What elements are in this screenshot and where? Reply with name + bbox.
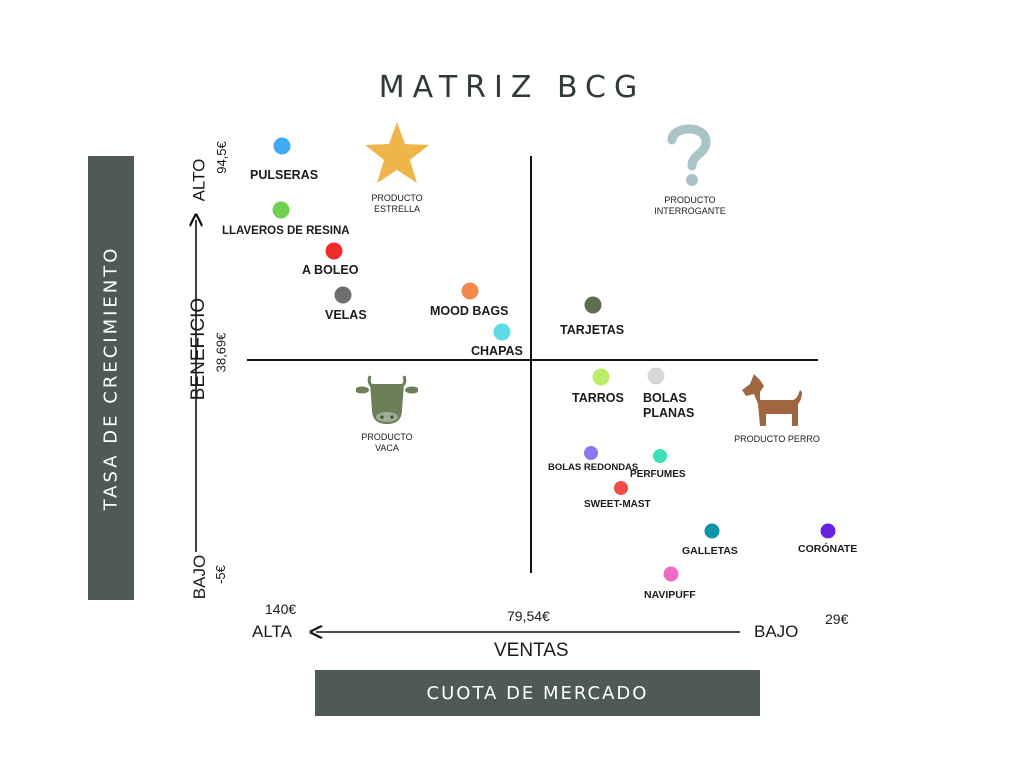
product-label-perfumes: PERFUMES [630,469,686,480]
x-axis-right-value: 29€ [825,611,849,627]
product-dot-sweet-mast [614,481,628,495]
y-axis-bottom-value: -5€ [212,565,228,584]
page-title: MATRIZ BCG [378,70,646,105]
y-axis-mid-value: 38,69€ [213,332,229,373]
product-label-tarros: TARROS [572,391,624,405]
product-label-a-boleo: A BOLEO [302,263,359,277]
product-dot-tarros [592,368,610,386]
product-label-chapas: CHAPAS [471,344,523,358]
product-label-tarjetas: TARJETAS [560,323,625,337]
star-icon [365,122,429,183]
product-dot-chapas [493,323,511,341]
question-mark-icon [667,124,711,186]
product-dot-llaveros [272,201,290,219]
product-dot-pulseras [273,137,291,155]
product-dot-galletas [704,523,720,539]
product-dot-velas [334,286,352,304]
product-dot-a-boleo [325,242,343,260]
y-axis-top-value: 94,5€ [213,141,229,174]
bolas-planas-line2: PLANAS [643,406,695,420]
dog-quadrant-label: PRODUCTO PERRO [730,434,824,445]
product-dot-perfumes [653,449,667,463]
y-axis-title: BENEFICIO [188,297,210,401]
question-quadrant-label: PRODUCTO INTERROGANTE [645,195,735,217]
star-label-line2: ESTRELLA [373,204,421,214]
bottom-label: CUOTA DE MERCADO [426,682,649,704]
product-dot-tarjetas [584,296,602,314]
bottom-label-bar: CUOTA DE MERCADO [315,670,760,716]
product-label-pulseras: PULSERAS [250,168,319,182]
product-label-velas: VELAS [325,308,367,322]
x-axis-title: VENTAS [494,640,569,661]
x-axis-mid-value: 79,54€ [507,608,550,624]
cow-label-line1: PRODUCTO [361,432,413,442]
product-label-bolas-planas: BOLAS PLANAS [643,391,694,421]
bolas-planas-line1: BOLAS [643,391,687,405]
product-label-navipuff: NAVIPUFF [644,589,696,601]
dog-icon [742,374,802,426]
product-dot-navipuff [663,566,679,582]
product-label-coronate: CORÓNATE [798,543,858,555]
product-label-sweet-mast: SWEET-MAST [584,499,651,510]
cow-label-line2: VACA [375,443,399,453]
y-axis-low: BAJO [190,554,210,600]
dog-label-line1: PRODUCTO PERRO [734,434,820,444]
star-quadrant-label: PRODUCTO ESTRELLA [357,193,437,215]
x-axis-left-value: 140€ [265,601,297,617]
y-axis-high: ALTO [189,158,209,202]
cow-quadrant-label: PRODUCTO VACA [347,432,427,454]
product-dot-bolas-redondas [584,446,598,460]
product-dot-mood-bags [461,282,479,300]
product-label-galletas: GALLETAS [682,545,738,557]
product-label-llaveros: LLAVEROS DE RESINA [222,225,350,237]
product-label-mood-bags: MOOD BAGS [430,304,509,318]
product-label-bolas-redondas: BOLAS REDONDAS [548,462,639,473]
x-axis-left-word: ALTA [252,622,292,641]
cow-icon [356,375,418,424]
question-label-line1: PRODUCTO [664,195,716,205]
product-dot-bolas-planas [647,367,665,385]
question-label-line2: INTERROGANTE [654,206,726,216]
x-axis-right-word: BAJO [754,622,799,641]
side-label-bar: TASA DE CRECIMIENTO [88,156,134,600]
product-dot-coronate [820,523,836,539]
star-label-line1: PRODUCTO [371,193,423,203]
